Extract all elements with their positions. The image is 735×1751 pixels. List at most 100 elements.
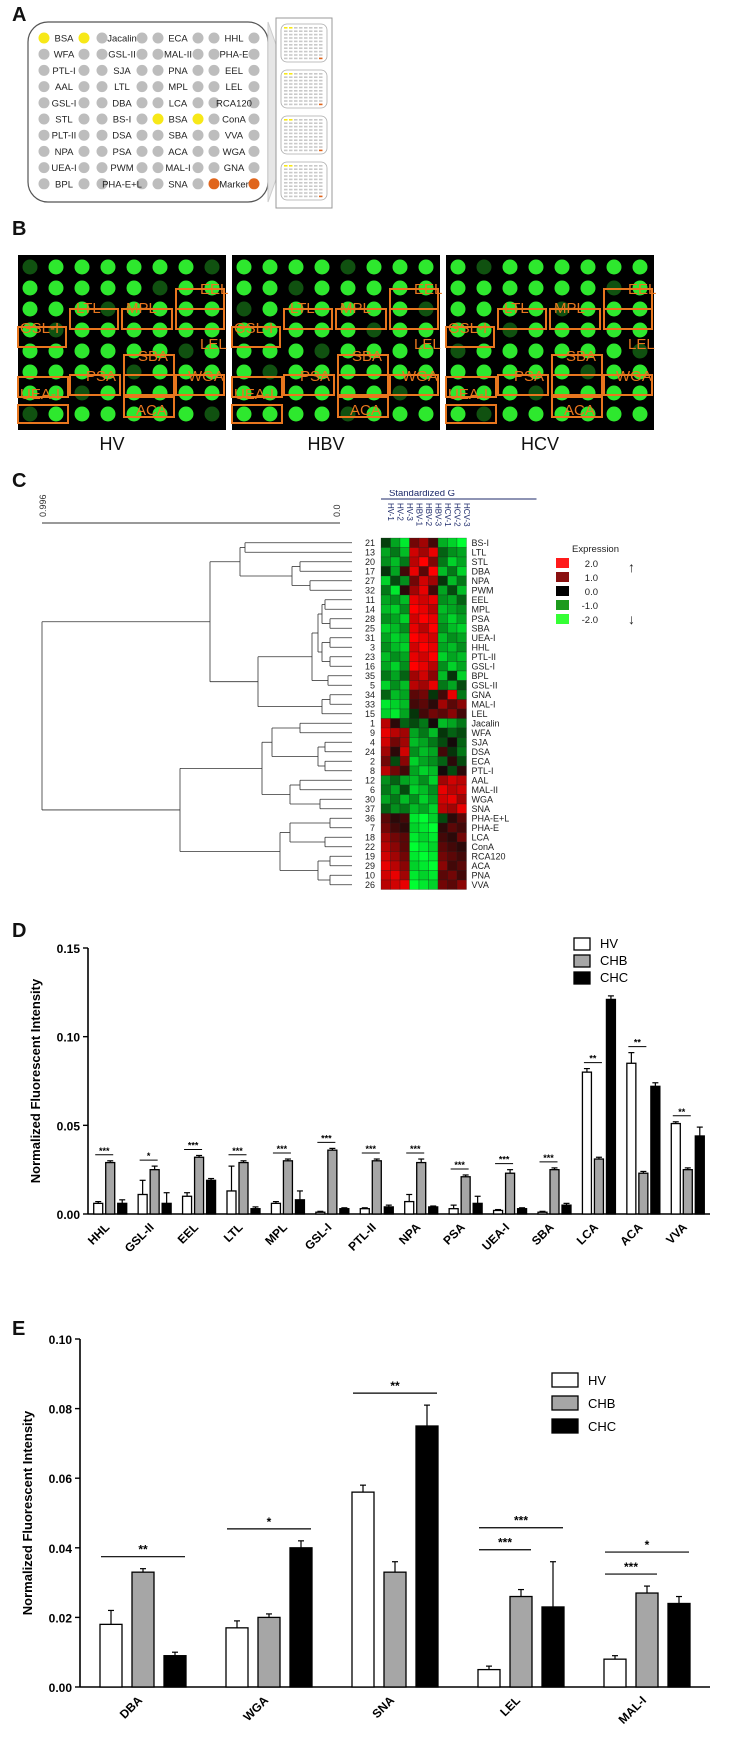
heatmap-cell: [418, 661, 429, 672]
row-index-label: 19: [365, 852, 375, 862]
array-image-hv: [18, 255, 226, 430]
heatmap-cell: [390, 746, 401, 757]
scale-right-label: 0.0: [332, 504, 342, 517]
heatmap-cell: [399, 756, 410, 767]
mini-spot: [304, 149, 308, 152]
row-index-label: 7: [370, 823, 375, 833]
mini-spot: [309, 100, 313, 102]
bar-chc: [541, 1606, 565, 1688]
array-fluor-spot: [262, 406, 278, 422]
heatmap-cell: [409, 813, 420, 824]
lectin-box-label: SBA: [566, 348, 596, 365]
heatmap-cell: [399, 575, 410, 586]
array-fluor-spot: [100, 406, 116, 422]
heatmap-cell: [428, 642, 439, 653]
y-tick-label: 0.10: [57, 1031, 81, 1045]
heatmap-cell: [437, 594, 448, 605]
mini-spot: [304, 27, 308, 29]
array-spot: [208, 48, 220, 60]
mini-spot: [284, 185, 288, 187]
x-tick-label: DBA: [117, 1693, 146, 1722]
heatmap-column-label: HV-3: [405, 503, 414, 521]
heatmap-column-label: HV-2: [396, 503, 405, 521]
array-spot: [96, 32, 108, 44]
mini-spot: [304, 90, 308, 92]
lectin-box-label: GSL-I: [234, 320, 273, 337]
heatmap-cell: [390, 623, 401, 634]
heatmap-cell: [437, 860, 448, 871]
lectin-highlight-box: [175, 374, 225, 396]
heatmap-cell: [456, 860, 467, 871]
array-fluor-spot: [48, 280, 64, 296]
heatmap-cell: [380, 879, 391, 890]
mini-spot: [294, 37, 298, 39]
array-spot: [96, 113, 108, 125]
heatmap-cell: [409, 794, 420, 805]
row-index-label: 5: [370, 681, 375, 691]
mini-spot: [299, 139, 303, 141]
row-index-label: 27: [365, 576, 375, 586]
heatmap-cell: [428, 613, 439, 624]
lectin-label: SJA: [113, 66, 131, 77]
mini-spot: [294, 192, 298, 194]
mini-spot: [294, 33, 298, 36]
mini-spot: [284, 47, 288, 49]
bar-chb: [460, 1176, 471, 1215]
row-lectin-label: SBA: [472, 624, 490, 634]
heatmap-cell: [456, 604, 467, 615]
lectin-box-label: LTL: [76, 300, 101, 317]
array-fluor-spot: [152, 364, 168, 380]
heatmap-cell: [447, 794, 458, 805]
mini-spot: [309, 125, 313, 128]
heatmap-cell: [418, 746, 429, 757]
heatmap-cell: [456, 651, 467, 662]
heatmap-cell: [418, 870, 429, 881]
heatmap-cell: [456, 632, 467, 643]
mini-spot: [284, 168, 288, 170]
panel-e-bar-chart: 0.00 0.02 0.04 0.06 0.08 0.10 Normalized Fluor…: [20, 1333, 710, 1727]
array-spot: [78, 113, 90, 125]
heatmap-cell: [437, 585, 448, 596]
heatmap-cell: [390, 832, 401, 843]
heatmap-cell: [418, 604, 429, 615]
array-spot: [152, 113, 164, 125]
heatmap-cell: [418, 680, 429, 691]
heatmap-cell: [399, 746, 410, 757]
mini-spot: [314, 171, 318, 174]
array-fluor-spot: [236, 259, 252, 275]
mini-spot: [314, 125, 318, 128]
array-fluor-spot: [288, 385, 304, 401]
array-fluor-spot: [392, 259, 408, 275]
heatmap-cell: [456, 699, 467, 710]
heatmap-cell: [390, 547, 401, 558]
lectin-box-label: LTL: [504, 300, 529, 317]
heatmap-cell: [428, 775, 439, 786]
mini-spot: [304, 103, 308, 106]
heatmap-cell: [437, 708, 448, 719]
mini-spot: [299, 76, 303, 78]
mini-spot: [294, 178, 298, 181]
panel-label-e: E: [12, 1318, 26, 1340]
heatmap-cell: [437, 756, 448, 767]
row-index-label: 32: [365, 586, 375, 596]
mini-spot: [314, 37, 318, 39]
heatmap-cell: [399, 547, 410, 558]
mini-spot: [284, 119, 288, 121]
mini-spot: [284, 188, 288, 191]
mini-spot: [299, 171, 303, 174]
array-fluor-spot: [476, 280, 492, 296]
significance-label: ***: [543, 1153, 554, 1163]
heatmap-cell: [428, 737, 439, 748]
legend-swatch-chc: [551, 1418, 579, 1434]
mini-spot: [309, 175, 313, 177]
heatmap-cell: [380, 699, 391, 710]
row-lectin-label: AAL: [472, 776, 489, 786]
mini-spot: [319, 103, 323, 106]
row-lectin-label: Jacalin: [472, 719, 500, 729]
array-fluor-spot: [262, 301, 278, 317]
lectin-label: PSA: [112, 147, 132, 158]
row-index-label: 28: [365, 614, 375, 624]
mini-spot: [319, 86, 323, 89]
y-tick-label: 0.02: [49, 1611, 73, 1625]
x-tick-label: GSL-II: [122, 1220, 157, 1255]
